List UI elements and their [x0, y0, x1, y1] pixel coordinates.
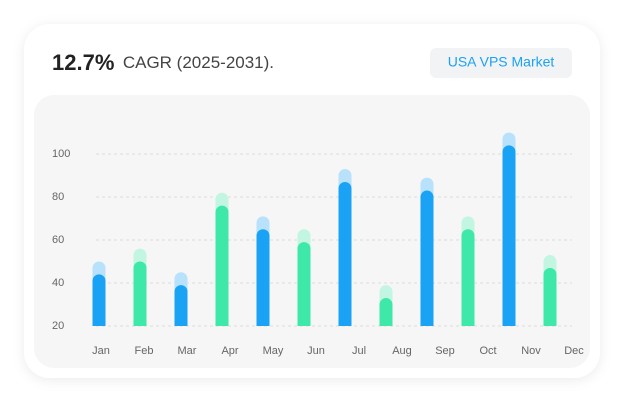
bar: [133, 261, 147, 326]
x-tick-label: Oct: [479, 345, 496, 357]
x-tick-label: Dec: [564, 345, 584, 357]
bar: [174, 285, 188, 326]
bar: [543, 267, 557, 326]
x-tick-label: Nov: [521, 345, 541, 357]
x-tick-label: Feb: [135, 345, 154, 357]
bar: [420, 190, 434, 326]
x-tick-label: May: [263, 345, 284, 357]
bar: [502, 145, 516, 326]
title-text: CAGR (2025-2031).: [123, 53, 274, 72]
x-tick-label: Aug: [392, 345, 412, 357]
bar: [256, 229, 270, 326]
x-tick-label: Jan: [92, 345, 110, 357]
bar: [461, 229, 475, 326]
chart-title: 12.7% CAGR (2025-2031).: [52, 50, 274, 75]
x-tick-label: Jul: [352, 345, 366, 357]
x-tick-label: Sep: [435, 345, 455, 357]
bar: [297, 242, 311, 326]
y-tick-label: 60: [52, 234, 64, 246]
y-tick-label: 40: [52, 277, 64, 289]
x-tick-label: Apr: [221, 345, 238, 357]
bar: [379, 298, 393, 326]
bar: [92, 274, 106, 326]
y-tick-label: 100: [52, 148, 70, 160]
badge-label: USA VPS Market: [448, 54, 555, 70]
bar: [338, 181, 352, 326]
title-value: 12.7%: [52, 50, 114, 75]
y-tick-label: 20: [52, 320, 64, 332]
y-tick-label: 80: [52, 191, 64, 203]
badge: [430, 48, 572, 78]
x-tick-label: Jun: [307, 345, 325, 357]
plot-panel: [34, 95, 590, 368]
bar: [215, 205, 229, 326]
x-tick-label: Mar: [178, 345, 197, 357]
